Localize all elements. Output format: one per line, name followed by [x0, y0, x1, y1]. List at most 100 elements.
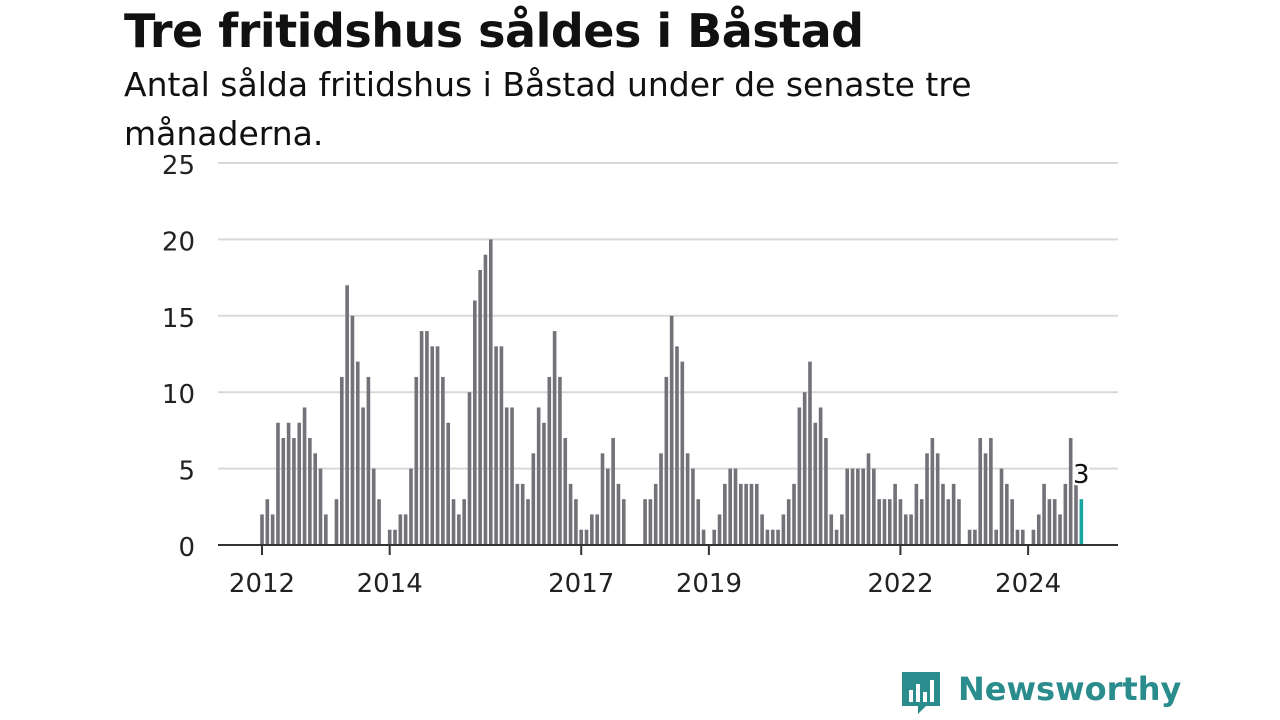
x-tick-label: 2022 — [867, 569, 933, 599]
bar — [872, 468, 876, 545]
bar — [425, 331, 429, 545]
bar — [563, 438, 568, 545]
bar — [760, 514, 764, 545]
bar — [419, 331, 424, 545]
chart-subtitle: Antal sålda fritidshus i Båstad under de… — [124, 65, 972, 153]
bar — [483, 254, 488, 545]
bar — [270, 514, 275, 545]
bar — [366, 376, 371, 545]
bar — [973, 529, 977, 545]
data-labels: 3 — [1071, 458, 1093, 493]
bar — [744, 483, 748, 545]
bar — [542, 422, 546, 545]
bar — [457, 514, 461, 545]
bar — [701, 529, 706, 545]
bar — [611, 438, 615, 545]
bar — [286, 422, 291, 545]
bar — [643, 499, 647, 545]
bar — [999, 468, 1004, 545]
bar — [1020, 529, 1025, 545]
y-tick-label: 15 — [162, 304, 195, 334]
bar — [882, 499, 887, 545]
bar — [473, 300, 477, 545]
bar — [797, 407, 802, 545]
bar — [898, 499, 903, 545]
bar — [1068, 438, 1073, 545]
bar — [1074, 483, 1078, 545]
bar — [850, 468, 855, 545]
bar — [776, 529, 780, 545]
bar — [409, 468, 413, 545]
bar — [398, 514, 403, 545]
bar — [276, 422, 280, 545]
bar — [648, 499, 653, 545]
bar — [531, 453, 536, 545]
bar — [462, 499, 466, 545]
bar — [595, 514, 599, 545]
bar — [951, 483, 956, 545]
y-tick-label: 25 — [162, 151, 195, 181]
bar — [616, 483, 621, 545]
highlight-value-label: 3 — [1073, 460, 1090, 490]
bar — [739, 483, 743, 545]
bar — [877, 499, 881, 545]
bar — [664, 376, 669, 545]
bar — [813, 422, 818, 545]
bar-chart: 0 5 10 15 20 25 2012 2014 2017 2019 2022 2024 3 — [162, 151, 1118, 599]
bar — [1031, 529, 1036, 545]
bar — [499, 346, 504, 545]
bar — [1052, 499, 1057, 545]
bar — [430, 346, 435, 545]
bar — [350, 315, 355, 545]
bar — [313, 453, 318, 545]
bar — [446, 422, 451, 545]
bar — [606, 468, 610, 545]
bar — [866, 453, 871, 545]
bar — [840, 514, 844, 545]
bar — [302, 407, 307, 545]
bar — [504, 407, 509, 545]
bars — [260, 239, 1084, 545]
x-tick-label: 2019 — [676, 569, 742, 599]
bar — [893, 483, 897, 545]
x-axis: 2012 2014 2017 2019 2022 2024 — [218, 544, 1118, 599]
bar — [754, 483, 759, 545]
bar — [510, 407, 514, 545]
bar — [967, 529, 972, 545]
bar — [792, 483, 796, 545]
bar — [856, 468, 860, 545]
bar — [292, 438, 296, 545]
bar — [451, 499, 456, 545]
bar — [324, 514, 328, 545]
bar — [478, 269, 482, 545]
bar — [260, 514, 264, 545]
bar — [935, 453, 940, 545]
bar — [941, 483, 945, 545]
bar — [930, 438, 935, 545]
bar — [297, 422, 302, 545]
bar — [1010, 499, 1014, 545]
y-tick-label: 5 — [178, 457, 195, 487]
bar — [733, 468, 738, 545]
bar — [387, 529, 392, 545]
bar — [824, 438, 828, 545]
y-axis-ticks: 0 5 10 15 20 25 — [162, 151, 195, 563]
newsworthy-logo-text: Newsworthy — [958, 670, 1182, 708]
bar — [520, 483, 525, 545]
bar — [834, 529, 839, 545]
bar — [318, 468, 323, 545]
bar — [765, 529, 770, 545]
bar — [861, 468, 865, 545]
x-tick-label: 2014 — [357, 569, 423, 599]
bar — [377, 499, 381, 545]
newsworthy-logo-icon — [902, 672, 940, 714]
bar — [355, 361, 360, 545]
bar — [781, 514, 786, 545]
y-tick-label: 0 — [178, 533, 195, 563]
bar — [600, 453, 605, 545]
bar — [675, 346, 679, 545]
bar — [749, 483, 754, 545]
bar — [515, 483, 520, 545]
bar — [558, 376, 562, 545]
bar — [414, 376, 419, 545]
